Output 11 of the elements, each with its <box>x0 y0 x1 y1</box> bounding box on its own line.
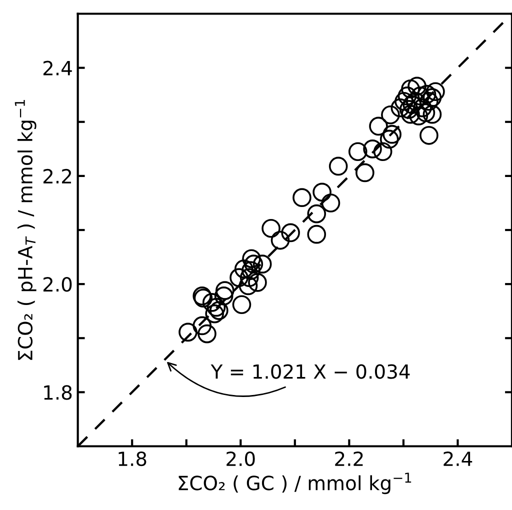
y-axis-title: ΣCO₂ ( pH-A$_{T}$ ) / mmol kg$^{−1}$ <box>14 100 36 360</box>
annotation: Y = 1.021 X − 0.034 <box>210 364 410 379</box>
y-tick-label: 2.0 <box>43 277 72 292</box>
x-tick-label: 2.0 <box>226 451 255 466</box>
y-tick-label: 2.2 <box>43 168 72 184</box>
y-tick-label: 2.4 <box>43 60 72 76</box>
x-tick-label: 2.2 <box>335 451 363 466</box>
x-tick-label: 2.4 <box>444 451 472 466</box>
x-axis-title: ΣCO₂ ( GC ) / mmol kg$^{−1}$ <box>178 472 412 494</box>
y-tick-label: 1.8 <box>44 385 72 400</box>
x-tick-label: 1.8 <box>118 451 146 466</box>
